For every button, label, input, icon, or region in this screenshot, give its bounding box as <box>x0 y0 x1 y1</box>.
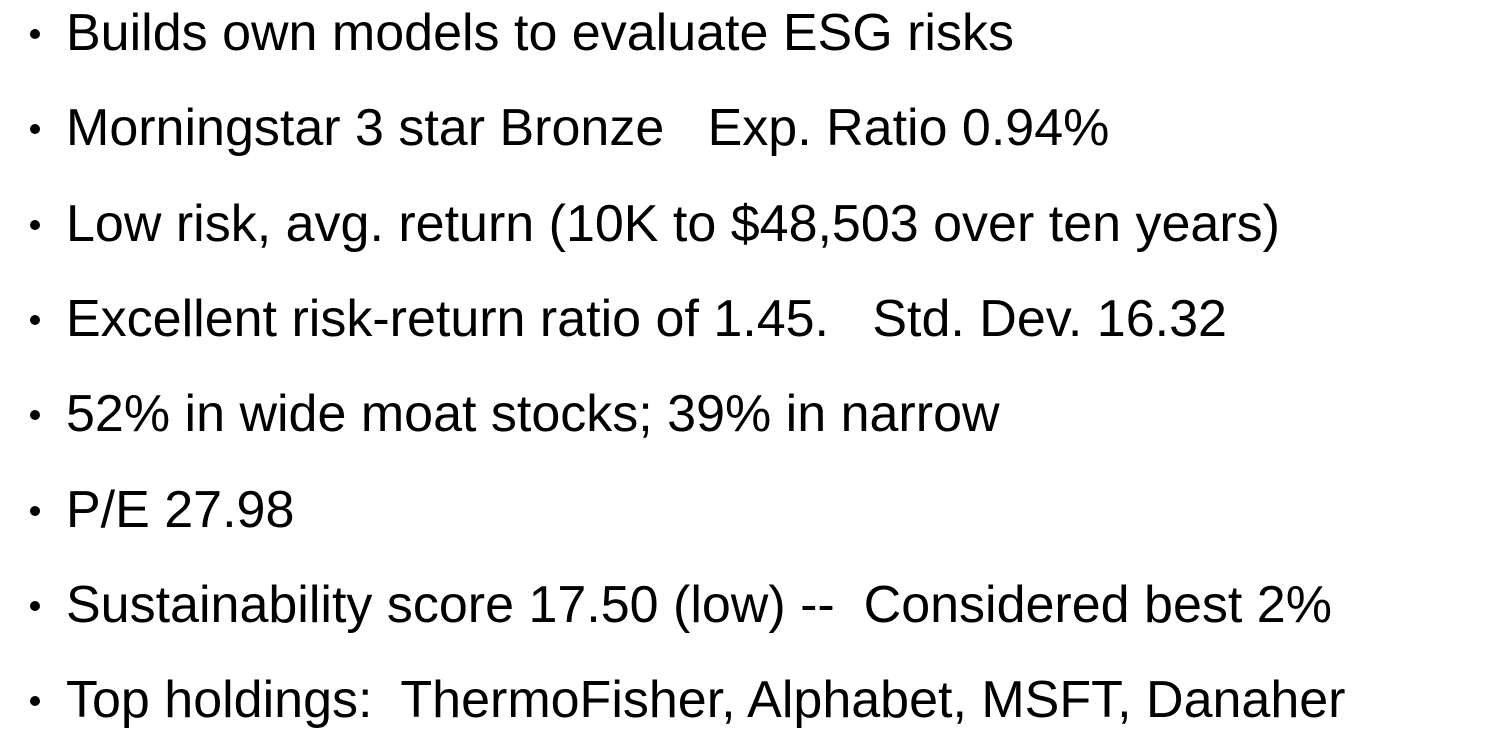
bullet-item: 52% in wide moat stocks; 39% in narrow <box>30 379 1000 449</box>
bullet-item: P/E 27.98 <box>29 475 294 545</box>
bullet-item: Excellent risk-return ratio of 1.45. Std… <box>30 284 1227 354</box>
bullet-item: Low risk, avg. return (10K to $48,503 ov… <box>30 189 1280 259</box>
bullet-item: Morningstar 3 star Bronze Exp. Ratio 0.9… <box>29 93 1109 163</box>
bullet-item: Builds own models to evaluate ESG risks <box>30 0 1014 68</box>
bullet-item: Top holdings: ThermoFisher, Alphabet, MS… <box>29 665 1345 735</box>
bullet-item: Sustainability score 17.50 (low) -- Cons… <box>30 570 1332 640</box>
